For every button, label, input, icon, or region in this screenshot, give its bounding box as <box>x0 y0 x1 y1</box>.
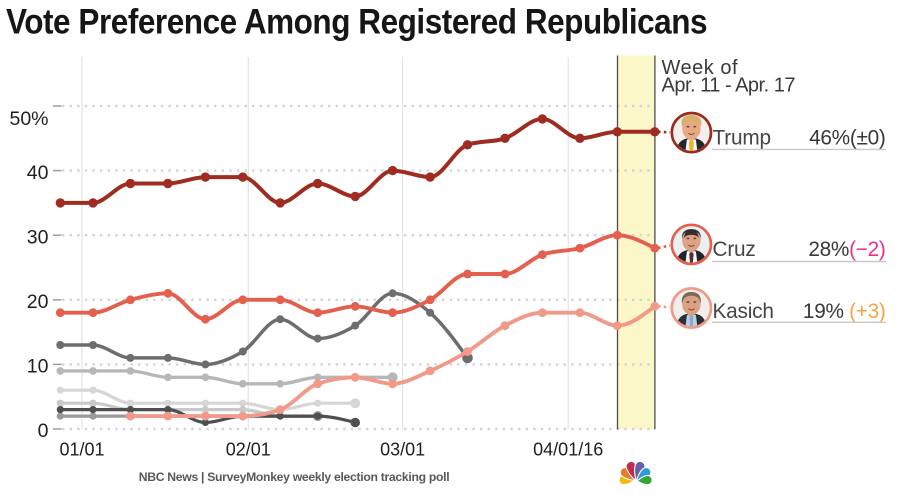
svg-text:Trump: Trump <box>713 126 771 149</box>
svg-text:Kasich: Kasich <box>713 300 774 323</box>
svg-text:Vote Preference Among Register: Vote Preference Among Registered Republi… <box>6 3 707 42</box>
svg-text:30: 30 <box>27 227 49 249</box>
svg-text:Cruz: Cruz <box>713 238 756 261</box>
svg-text:02/01: 02/01 <box>226 440 271 460</box>
svg-text:04/01/16: 04/01/16 <box>533 440 603 460</box>
svg-text:28%(−2): 28%(−2) <box>808 238 885 261</box>
svg-text:10: 10 <box>27 356 49 378</box>
svg-text:Apr. 11 - Apr. 17: Apr. 11 - Apr. 17 <box>662 75 796 97</box>
svg-text:19% (+3): 19% (+3) <box>803 300 886 323</box>
svg-text:40: 40 <box>27 162 49 184</box>
svg-text:0: 0 <box>38 420 49 442</box>
svg-text:03/01: 03/01 <box>380 440 425 460</box>
svg-text:01/01: 01/01 <box>59 440 104 460</box>
svg-text:20: 20 <box>27 291 49 313</box>
svg-text:NBC News | SurveyMonkey weekly: NBC News | SurveyMonkey weekly election … <box>139 470 450 484</box>
svg-text:Week of: Week of <box>662 57 739 79</box>
svg-text:50%: 50% <box>9 108 48 130</box>
svg-text:46%(±0): 46%(±0) <box>809 126 885 149</box>
